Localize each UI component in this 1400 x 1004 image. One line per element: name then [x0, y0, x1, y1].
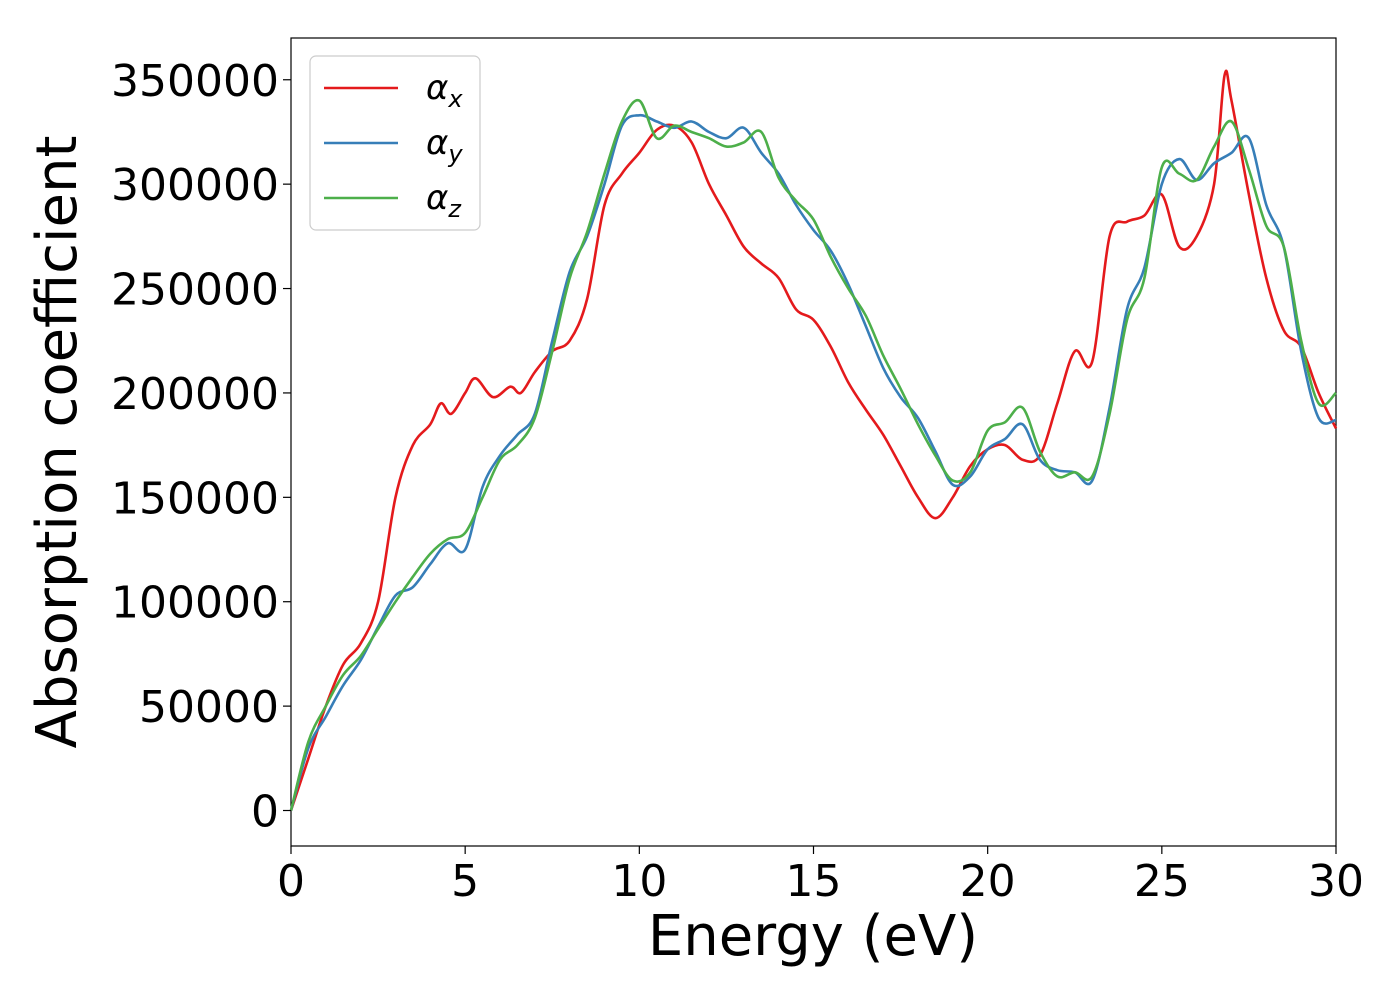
y-tick-label: 100000: [111, 578, 279, 629]
legend-label-z: αz: [426, 178, 462, 223]
x-tick-label: 30: [1308, 856, 1364, 907]
legend: αx αy αz: [309, 55, 481, 231]
y-tick-label: 300000: [111, 160, 279, 211]
series-line-y: [289, 113, 1337, 811]
y-tick-label: 250000: [111, 265, 279, 316]
series-line-z: [289, 98, 1337, 811]
y-axis-label: Absorption coefficient: [25, 136, 90, 749]
x-tick-label: 0: [277, 856, 305, 907]
x-axis-ticks: 0 5 10 15 20 25 30: [277, 846, 1364, 907]
series-layer: [289, 69, 1338, 811]
y-tick-label: 350000: [111, 56, 279, 107]
x-tick-label: 15: [786, 856, 842, 907]
y-tick-label: 50000: [139, 682, 279, 733]
y-tick-label: 0: [251, 787, 279, 838]
y-axis-ticks: 0 50000 100000 150000 200000 250000 300000 3500…: [111, 56, 291, 838]
x-tick-label: 25: [1134, 856, 1190, 907]
x-tick-label: 10: [611, 856, 667, 907]
x-axis-label: Energy (eV): [648, 904, 978, 969]
y-tick-label: 150000: [111, 473, 279, 524]
legend-label-y: αy: [426, 123, 463, 168]
legend-label-x: αx: [426, 68, 463, 113]
y-tick-label: 200000: [111, 369, 279, 420]
series-line-x: [289, 69, 1338, 811]
x-tick-label: 5: [451, 856, 479, 907]
x-tick-label: 20: [960, 856, 1016, 907]
